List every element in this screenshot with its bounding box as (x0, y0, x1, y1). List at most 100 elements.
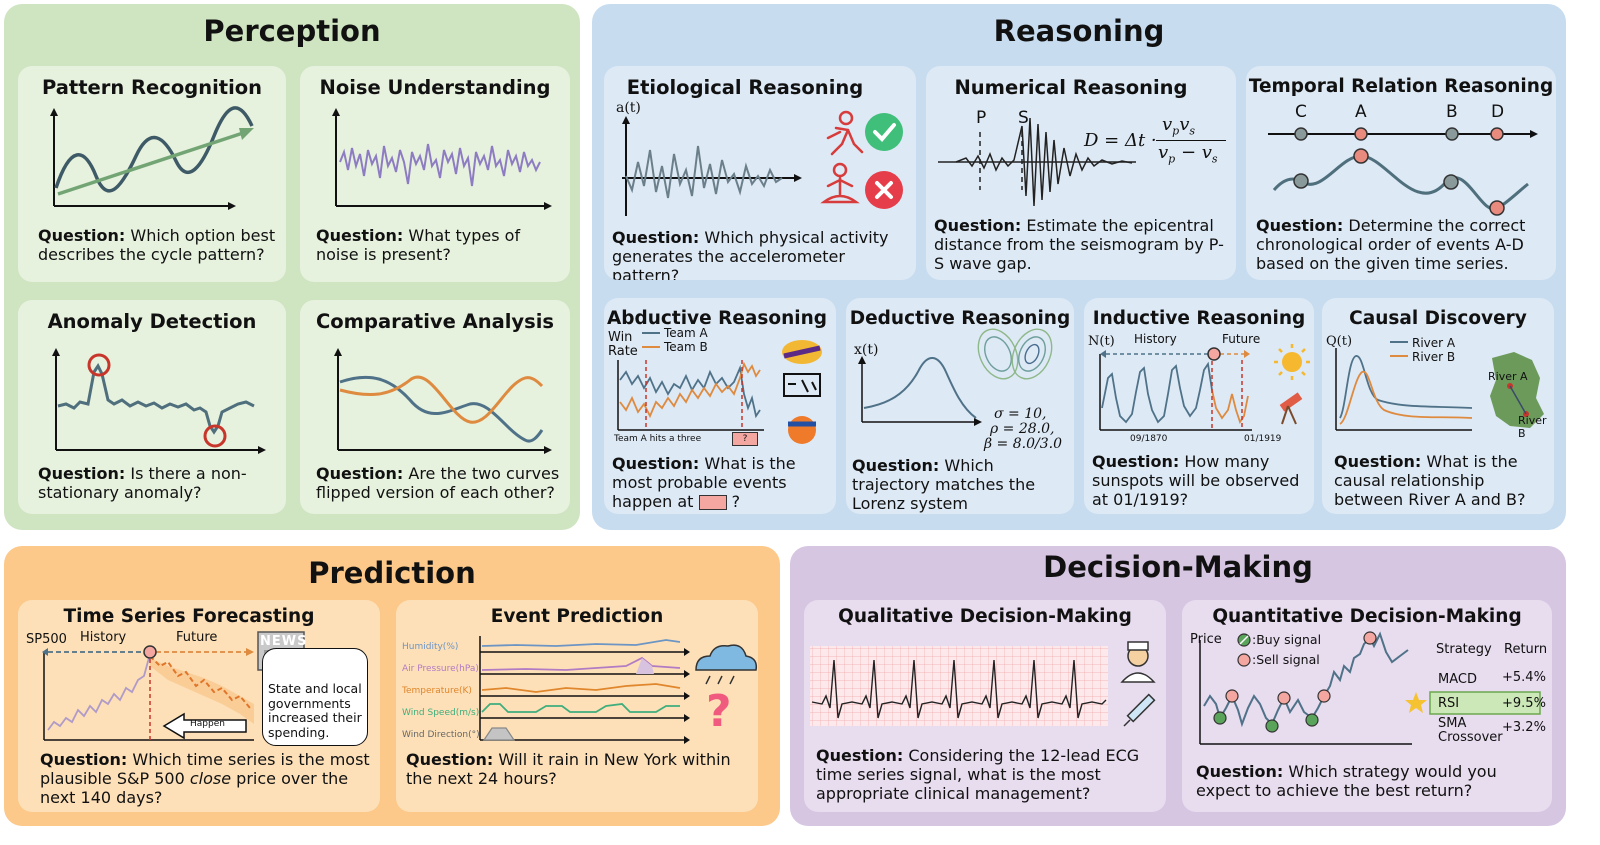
etiological-chart (622, 110, 903, 216)
s-wave-label: S (1018, 108, 1029, 128)
map-label-river-a: River A (1488, 370, 1528, 383)
ecg-chart (810, 641, 1156, 727)
quantitative-title: Quantitative Decision-Making (1212, 606, 1522, 627)
prediction-section: Prediction Time Series Forecasting SP500… (4, 546, 780, 826)
abductive-question: Question: What is the most probable even… (612, 454, 796, 511)
pattern-chart (50, 106, 254, 210)
trend-arrow (57, 130, 247, 196)
pattern-recognition-card: Pattern Recognition Question: Which opti… (18, 66, 286, 282)
forecasting-title: Time Series Forecasting (63, 606, 315, 627)
qualitative-card: Qualitative Decision-Making Question: Co… (804, 600, 1166, 812)
curve-orange (339, 375, 544, 424)
lorenz-sigma: σ = 10, (994, 406, 1047, 422)
price-axis-label: Price (1190, 632, 1222, 647)
happen-arrow (162, 712, 247, 740)
team-b-series (619, 361, 761, 419)
history-label: History (1134, 332, 1177, 346)
row-wind-speed: Wind Speed(m/s) (402, 708, 480, 718)
etiological-question: Question: Which physical activity genera… (612, 228, 889, 280)
return-sma: +3.2% (1502, 720, 1546, 735)
row-air-pressure: Air Pressure(hPa) (402, 664, 479, 674)
rain-cloud-icon (695, 644, 758, 685)
telescope-icon (1279, 392, 1303, 425)
date-end: 01/1919 (1244, 434, 1282, 444)
sell-signal-label: :Sell signal (1252, 652, 1320, 667)
knicks-logo-icon (788, 416, 816, 444)
strategy-macd: MACD (1438, 672, 1477, 687)
event-prediction-card: Event Prediction Humidity(%) Air Pressur… (396, 600, 758, 812)
etiological-card: Etiological Reasoning a(t) Question: Whi… (604, 66, 916, 280)
lorenz-attractor-icon (977, 328, 1053, 380)
inductive-card: Inductive Reasoning N(t) History Future … (1084, 298, 1314, 514)
nurse-icon (1120, 641, 1156, 683)
numerical-question: Question: Estimate the epicentral distan… (934, 216, 1224, 273)
etiological-title: Etiological Reasoning (626, 76, 864, 99)
sell-legend-icon (1237, 653, 1251, 667)
star-icon (1405, 692, 1427, 713)
causal-axis-label: Q(t) (1326, 334, 1353, 349)
accel-series (625, 145, 783, 199)
anomaly-chart (52, 348, 266, 454)
p-wave-label: P (976, 108, 987, 128)
inductive-question: Question: How many sunspots will be obse… (1092, 452, 1300, 509)
gaussian-curve (863, 357, 977, 419)
lakers-logo-icon (782, 340, 822, 364)
noise-question: Question: What types of noise is present… (316, 226, 521, 264)
future-label: Future (1222, 332, 1261, 346)
event-prediction-question: Question: Will it rain in New York withi… (406, 750, 731, 788)
strategy-rsi: RSI (1438, 696, 1460, 711)
temporal-chart (1268, 127, 1538, 216)
deductive-question: Question: Which trajectory matches the L… (852, 456, 1036, 514)
forecast-future-label: Future (176, 630, 218, 645)
lorenz-beta: β = 8.0/3.0 (984, 436, 1062, 452)
comparative-analysis-title: Comparative Analysis (315, 310, 555, 333)
forecast-point (1207, 347, 1221, 361)
abductive-note: Team A hits a three (614, 434, 702, 444)
inductive-axis-label: N(t) (1088, 334, 1115, 349)
check-icon (865, 113, 903, 151)
basketball-hoop-icon (783, 373, 821, 397)
sp500-history (47, 653, 151, 731)
noise-understanding-title: Noise Understanding (319, 76, 551, 99)
runner-icon (826, 110, 864, 156)
quantitative-chart (1199, 631, 1541, 745)
anomaly-detection-card: Anomaly Detection Question: Is there a n… (18, 300, 286, 514)
rsi-highlight (1429, 691, 1541, 715)
anomaly-series (57, 363, 255, 435)
causal-title: Causal Discovery (1349, 308, 1527, 329)
causal-card: Causal Discovery Q(t) River A River B Ri… (1322, 298, 1554, 514)
map-label-river-b: River B (1518, 414, 1547, 440)
reasoning-section: Reasoning Etiological Reasoning a(t) (592, 4, 1566, 530)
event-label-d: D (1491, 102, 1505, 122)
anomaly-question: Question: Is there a non-stationary anom… (38, 464, 247, 502)
event-label-b: B (1446, 102, 1458, 122)
row-temperature: Temperature(K) (402, 686, 472, 696)
decision-title: Decision-Making (1043, 550, 1313, 584)
ecg-trace (811, 659, 1107, 719)
happen-label: Happen (190, 719, 225, 729)
legend-team-b: Team B (664, 340, 708, 354)
forecasting-card: Time Series Forecasting SP500 History Fu… (18, 600, 380, 812)
noise-series (339, 143, 541, 187)
anomaly-detection-title: Anomaly Detection (47, 310, 257, 333)
temporal-curve (1272, 154, 1529, 211)
sp500-axis-label: SP500 (26, 632, 67, 647)
meditation-icon (820, 162, 860, 204)
news-text: State and local governments increased th… (268, 681, 362, 740)
deductive-card: Deductive Reasoning x(t) σ = 10, ρ = 28.… (846, 298, 1074, 514)
wind-speed-series (481, 703, 680, 713)
event-chart (479, 636, 758, 744)
quantitative-card: Quantitative Decision-Making Price :Buy … (1182, 600, 1552, 812)
anomaly-marker-2 (203, 424, 227, 448)
noise-understanding-card: Noise Understanding Question: What types… (300, 66, 570, 282)
temperature-series (481, 683, 681, 693)
legend-river-b: River B (1412, 350, 1456, 364)
curve-blue (339, 375, 544, 443)
humidity-series (481, 639, 681, 647)
comparative-analysis-card: Comparative Analysis Question: Are the t… (300, 300, 570, 514)
strategy-header: Strategy (1436, 642, 1492, 657)
abductive-card: Abductive Reasoning Win Rate Team A Team… (604, 298, 836, 514)
lorenz-rho: ρ = 28.0, (990, 421, 1055, 437)
comparative-question: Question: Are the two curves flipped ver… (316, 464, 560, 502)
numerical-card: Numerical Reasoning P S D = Δt · vpvs vp… (926, 66, 1236, 280)
